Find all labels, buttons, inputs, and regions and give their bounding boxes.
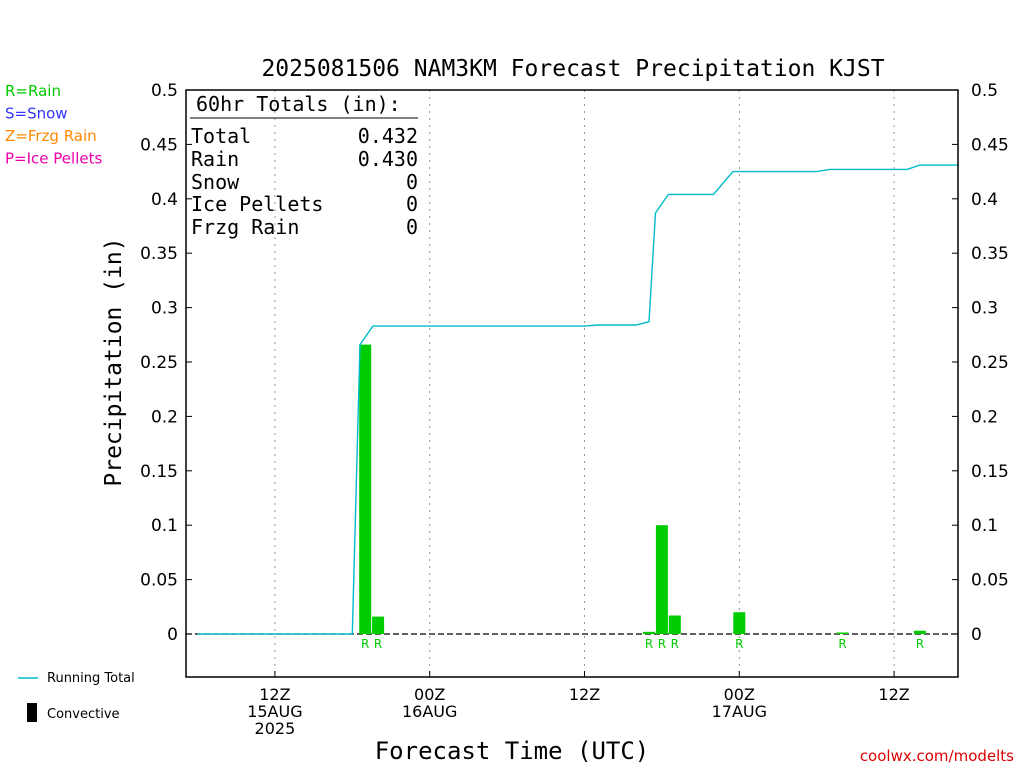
y-tick-label: 0.2 [151, 407, 178, 427]
rain-bar [655, 525, 668, 634]
y-tick-label-right: 0.15 [971, 462, 1009, 482]
totals-label-total: Total [191, 124, 251, 148]
totals-value-snow: 0 [406, 170, 418, 194]
y-tick-label-right: 0.2 [971, 407, 998, 427]
totals-label-frzg-rain: Frzg Rain [191, 215, 299, 239]
convective-legend-label: Convective [47, 707, 120, 722]
chart-title: 2025081506 NAM3KM Forecast Precipitation… [261, 56, 884, 82]
y-tick-label: 0.05 [140, 571, 178, 591]
y-tick-label: 0 [167, 625, 178, 645]
y-axis-ticks: 0 00.05 0.050.1 0.10.15 0.150.2 0.20.25 0.250.… [140, 81, 1009, 645]
key-item: R=Rain [5, 82, 61, 100]
totals-value-ice-pellets: 0 [406, 192, 418, 216]
y-tick-label: 0.1 [151, 516, 178, 536]
y-tick-label: 0.45 [140, 135, 178, 155]
x-axis-label: Forecast Time (UTC) [375, 737, 650, 765]
bar-type-label: R [645, 637, 653, 651]
credit-text: coolwx.com/modelts [860, 747, 1014, 765]
bar-type-label: R [838, 637, 846, 651]
convective-legend-swatch [27, 703, 37, 722]
totals-heading: 60hr Totals (in): [196, 92, 401, 116]
x-tick-label: 17AUG [712, 702, 767, 721]
totals-label-rain: Rain [191, 147, 239, 171]
totals-value-frzg-rain: 0 [406, 215, 418, 239]
rain-bar [913, 630, 926, 634]
rain-bars [359, 344, 926, 634]
bar-type-label: R [361, 637, 369, 651]
y-tick-label-right: 0.25 [971, 353, 1009, 373]
y-tick-label-right: 0.45 [971, 135, 1009, 155]
x-tick-label: 12Z [569, 685, 600, 704]
y-tick-label-right: 0 [971, 625, 982, 645]
y-tick-label: 0.3 [151, 299, 178, 319]
key-item: Z=Frzg Rain [5, 127, 97, 145]
bar-type-label: R [671, 637, 679, 651]
x-tick-label: 12Z [878, 685, 909, 704]
rain-bar [836, 632, 849, 634]
precip-type-key: R=Rain S=Snow Z=Frzg Rain P=Ice Pellets [5, 82, 102, 168]
y-tick-label: 0.15 [140, 462, 178, 482]
y-tick-label-right: 0.35 [971, 244, 1009, 264]
bar-type-label: R [735, 637, 743, 651]
y-tick-label-right: 0.1 [971, 516, 998, 536]
series-legend: Running Total Convective [18, 671, 135, 722]
totals-value-total: 0.432 [358, 124, 418, 148]
bar-type-label: R [916, 637, 924, 651]
running-total-line [197, 164, 959, 635]
x-tick-label: 15AUG [247, 702, 302, 721]
key-item: S=Snow [5, 105, 68, 123]
totals-label-snow: Snow [191, 170, 240, 194]
x-tick-label: 12Z [259, 685, 290, 704]
key-item: P=Ice Pellets [5, 150, 102, 168]
plot-frame [185, 89, 959, 678]
y-tick-label: 0.25 [140, 353, 178, 373]
x-tick-label: 00Z [414, 685, 445, 704]
rain-bar [643, 631, 655, 634]
y-tick-label: 0.4 [151, 190, 178, 210]
y-axis-label: Precipitation (in) [101, 237, 127, 486]
y-tick-label-right: 0.3 [971, 299, 998, 319]
x-tick-label: 2025 [255, 719, 296, 738]
totals-box: 60hr Totals (in): Total 0.432 Rain 0.430… [190, 92, 418, 239]
rain-bar [372, 616, 385, 634]
rain-bar [359, 344, 372, 634]
totals-value-rain: 0.430 [358, 147, 418, 171]
rain-bar [668, 615, 681, 634]
y-tick-label-right: 0.05 [971, 571, 1009, 591]
y-tick-label: 0.5 [151, 81, 178, 101]
y-tick-label: 0.35 [140, 244, 178, 264]
bar-type-label: R [658, 637, 666, 651]
bar-type-label: R [374, 637, 382, 651]
totals-label-ice-pellets: Ice Pellets [191, 192, 323, 216]
rain-bar [733, 612, 746, 634]
x-tick-label: 16AUG [402, 702, 457, 721]
running-total-legend-label: Running Total [47, 671, 135, 686]
y-tick-label-right: 0.5 [971, 81, 998, 101]
y-tick-label-right: 0.4 [971, 190, 998, 210]
x-tick-label: 00Z [724, 685, 755, 704]
